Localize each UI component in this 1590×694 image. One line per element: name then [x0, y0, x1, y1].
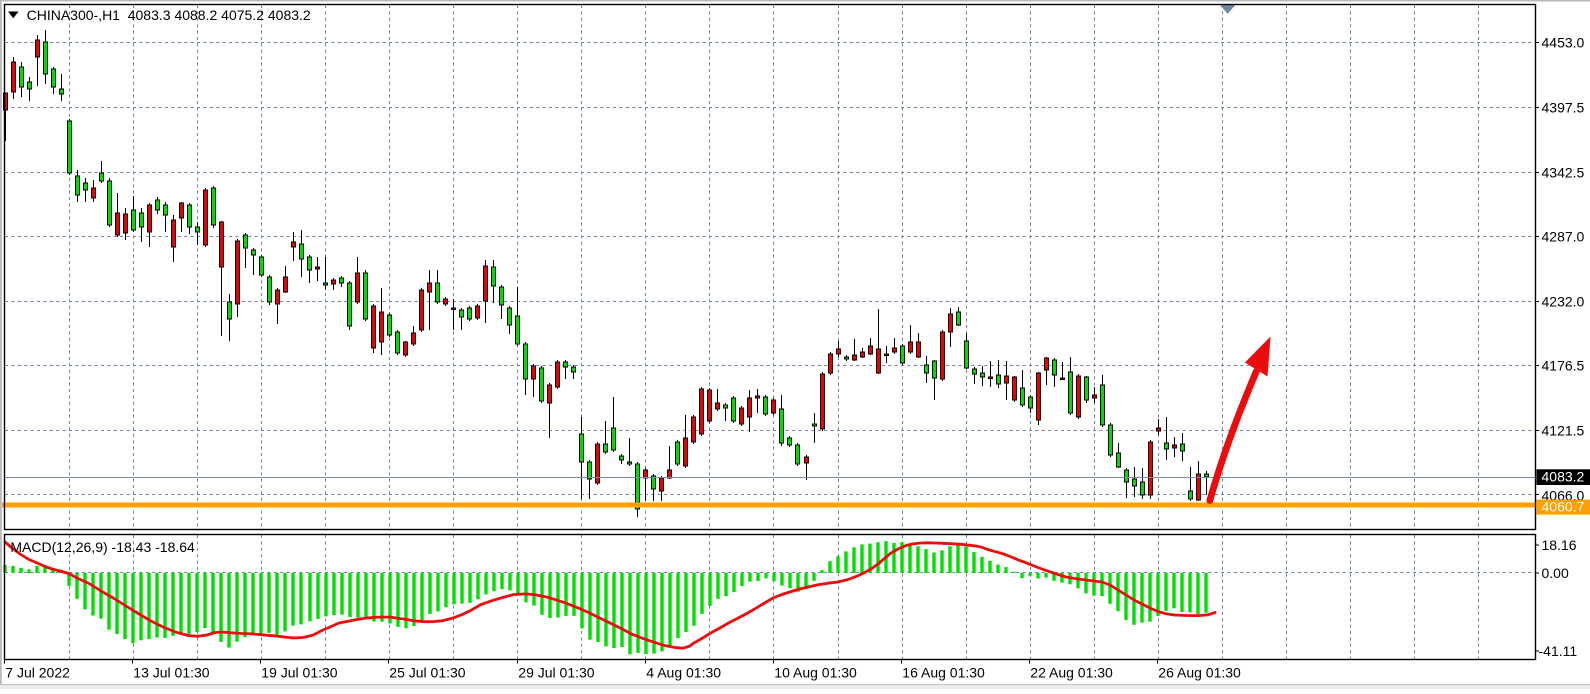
svg-text:MACD(12,26,9) -18.43 -18.64: MACD(12,26,9) -18.43 -18.64	[10, 539, 195, 555]
svg-text:16 Aug 01:30: 16 Aug 01:30	[902, 664, 985, 680]
svg-text:4121.5: 4121.5	[1542, 422, 1585, 438]
svg-text:26 Aug 01:30: 26 Aug 01:30	[1158, 664, 1241, 680]
svg-text:29 Jul 01:30: 29 Jul 01:30	[518, 664, 594, 680]
svg-text:4 Aug 01:30: 4 Aug 01:30	[646, 664, 721, 680]
svg-text:4342.5: 4342.5	[1542, 164, 1585, 180]
svg-text:4060.7: 4060.7	[1542, 499, 1585, 515]
svg-text:7 Jul 2022: 7 Jul 2022	[5, 664, 70, 680]
svg-text:4176.5: 4176.5	[1542, 357, 1585, 373]
svg-text:-41.11: -41.11	[1539, 643, 1578, 659]
svg-text:4083.2: 4083.2	[1542, 469, 1585, 485]
svg-text:18.16: 18.16	[1542, 537, 1577, 553]
svg-text:19 Jul 01:30: 19 Jul 01:30	[261, 664, 337, 680]
svg-text:22 Aug 01:30: 22 Aug 01:30	[1030, 664, 1113, 680]
svg-text:0.00: 0.00	[1542, 565, 1569, 581]
svg-text:25 Jul 01:30: 25 Jul 01:30	[389, 664, 465, 680]
svg-text:4232.0: 4232.0	[1542, 293, 1585, 309]
svg-text:4397.5: 4397.5	[1542, 99, 1585, 115]
svg-text:4287.0: 4287.0	[1542, 228, 1585, 244]
svg-text:10 Aug 01:30: 10 Aug 01:30	[774, 664, 857, 680]
svg-text:CHINA300-,H1 4083.3 4088.2 40: CHINA300-,H1 4083.3 4088.2 4075.2 4083.2	[27, 7, 311, 23]
svg-text:13 Jul 01:30: 13 Jul 01:30	[133, 664, 209, 680]
svg-text:4453.0: 4453.0	[1542, 34, 1585, 50]
